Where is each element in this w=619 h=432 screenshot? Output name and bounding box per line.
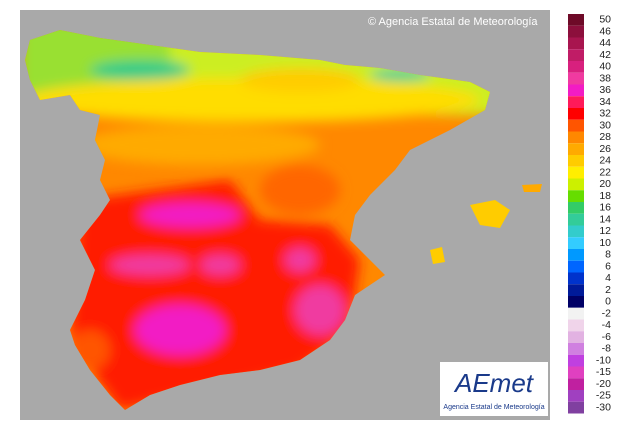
legend-swatch (568, 84, 584, 97)
credit: © Agencia Estatal de Meteorología (368, 16, 538, 28)
legend-swatch (568, 354, 584, 367)
legend-label: -2 (602, 307, 611, 319)
legend-label: -4 (602, 319, 611, 331)
legend-label: 32 (599, 108, 611, 120)
legend-swatch (568, 166, 584, 179)
legend-label: 38 (599, 72, 611, 84)
legend-swatch (568, 331, 584, 343)
legend-swatch (568, 119, 584, 132)
legend-swatch (568, 319, 584, 332)
legend-label: 10 (599, 237, 611, 249)
legend-label: 20 (599, 178, 611, 190)
legend-label: -8 (602, 343, 611, 355)
legend-label: -10 (596, 354, 611, 366)
legend-label: 44 (599, 37, 611, 49)
legend-label: 30 (599, 119, 611, 131)
legend-label: 40 (599, 61, 611, 73)
legend-swatch (568, 249, 584, 261)
logo: AEmet Agencia Estatal de Meteorología (440, 362, 548, 416)
legend-label: -30 (596, 401, 611, 413)
legend-swatch (568, 390, 584, 402)
legend-swatch (568, 260, 584, 273)
legend: 5046444240383634323028262422201816141210… (568, 14, 611, 414)
legend-swatch (568, 401, 584, 414)
legend-label: 16 (599, 202, 611, 214)
legend-swatch (568, 25, 584, 38)
legend-swatch (568, 202, 584, 214)
legend-swatch (568, 343, 584, 355)
legend-swatch (568, 178, 584, 191)
legend-swatch (568, 49, 584, 61)
legend-label: 34 (599, 96, 611, 108)
legend-swatch (568, 225, 584, 238)
legend-swatch (568, 272, 584, 285)
logo-box (440, 362, 548, 416)
legend-label: 46 (599, 25, 611, 37)
legend-swatch (568, 108, 584, 120)
legend-swatch (568, 237, 584, 249)
legend-swatch (568, 14, 584, 26)
legend-swatch (568, 131, 584, 144)
legend-label: -6 (602, 331, 611, 343)
legend-swatch (568, 155, 584, 167)
legend-swatch (568, 213, 584, 226)
legend-label: -20 (596, 378, 611, 390)
legend-label: 0 (605, 296, 611, 308)
legend-swatch (568, 72, 584, 85)
legend-label: -25 (596, 390, 611, 402)
legend-label: 4 (605, 272, 611, 284)
legend-label: 42 (599, 49, 611, 61)
legend-swatch (568, 284, 584, 296)
legend-label: 36 (599, 84, 611, 96)
legend-label: 14 (599, 213, 611, 225)
legend-label: 8 (605, 249, 611, 261)
balearic-islands (430, 184, 542, 264)
legend-swatch (568, 307, 584, 320)
logo-name: AEmet (453, 368, 535, 398)
legend-label: 18 (599, 190, 611, 202)
legend-label: 22 (599, 166, 611, 178)
legend-swatch (568, 96, 584, 108)
legend-swatch (568, 378, 584, 390)
legend-label: 24 (599, 155, 611, 167)
legend-swatch (568, 143, 584, 155)
legend-label: -15 (596, 366, 611, 378)
legend-label: 2 (605, 284, 611, 296)
legend-swatch (568, 296, 584, 308)
logo-subtitle: Agencia Estatal de Meteorología (443, 404, 544, 411)
legend-label: 12 (599, 225, 611, 237)
legend-label: 6 (605, 260, 611, 272)
legend-label: 50 (599, 14, 611, 26)
legend-swatch (568, 190, 584, 202)
legend-label: 28 (599, 131, 611, 143)
legend-swatch (568, 366, 584, 379)
legend-swatch (568, 37, 584, 50)
legend-label: 26 (599, 143, 611, 155)
legend-swatch (568, 61, 584, 73)
